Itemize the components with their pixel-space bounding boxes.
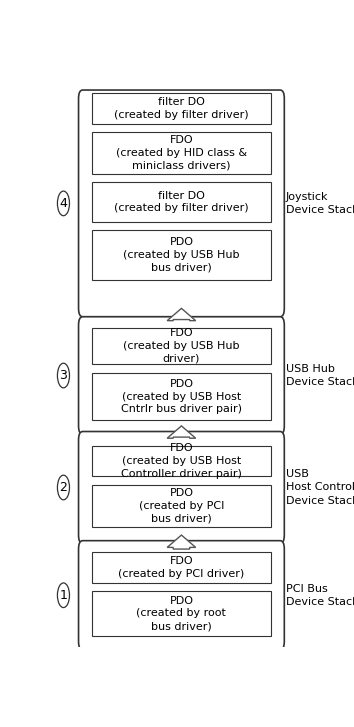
FancyBboxPatch shape [92, 230, 270, 281]
FancyBboxPatch shape [92, 552, 270, 582]
FancyBboxPatch shape [92, 591, 270, 636]
FancyBboxPatch shape [92, 485, 270, 526]
FancyBboxPatch shape [79, 317, 284, 434]
Text: Joystick
Device Stack: Joystick Device Stack [286, 192, 354, 215]
FancyBboxPatch shape [92, 373, 270, 420]
Polygon shape [167, 308, 196, 321]
Text: FDO
(created by USB Hub
driver): FDO (created by USB Hub driver) [123, 329, 240, 364]
FancyBboxPatch shape [92, 132, 270, 174]
Polygon shape [167, 535, 196, 549]
FancyBboxPatch shape [92, 182, 270, 222]
Text: 3: 3 [59, 369, 67, 382]
FancyBboxPatch shape [79, 90, 284, 317]
Circle shape [57, 191, 69, 216]
Text: filter DO
(created by filter driver): filter DO (created by filter driver) [114, 190, 249, 214]
Circle shape [57, 583, 69, 608]
Text: FDO
(created by USB Host
Controller driver pair): FDO (created by USB Host Controller driv… [121, 443, 242, 478]
Text: 4: 4 [59, 197, 67, 210]
Text: PDO
(created by USB Host
Cntrlr bus driver pair): PDO (created by USB Host Cntrlr bus driv… [121, 379, 242, 414]
FancyBboxPatch shape [79, 541, 284, 650]
Text: USB Hub
Device Stack: USB Hub Device Stack [286, 364, 354, 387]
Circle shape [57, 364, 69, 387]
Text: PDO
(created by USB Hub
bus driver): PDO (created by USB Hub bus driver) [123, 238, 240, 273]
Text: USB
Host Controller
Device Stack: USB Host Controller Device Stack [286, 470, 354, 506]
FancyBboxPatch shape [79, 432, 284, 544]
Text: PDO
(created by root
bus driver): PDO (created by root bus driver) [137, 595, 226, 631]
Polygon shape [167, 426, 196, 438]
Text: 2: 2 [59, 481, 67, 494]
FancyBboxPatch shape [92, 328, 270, 364]
Text: FDO
(created by PCI driver): FDO (created by PCI driver) [118, 556, 245, 579]
FancyBboxPatch shape [92, 93, 270, 124]
Text: filter DO
(created by filter driver): filter DO (created by filter driver) [114, 97, 249, 120]
Text: PDO
(created by PCI
bus driver): PDO (created by PCI bus driver) [139, 488, 224, 523]
Text: 1: 1 [59, 589, 67, 602]
Circle shape [57, 475, 69, 499]
Text: PCI Bus
Device Stack: PCI Bus Device Stack [286, 584, 354, 607]
FancyBboxPatch shape [92, 446, 270, 476]
Text: FDO
(created by HID class &
miniclass drivers): FDO (created by HID class & miniclass dr… [116, 135, 247, 171]
